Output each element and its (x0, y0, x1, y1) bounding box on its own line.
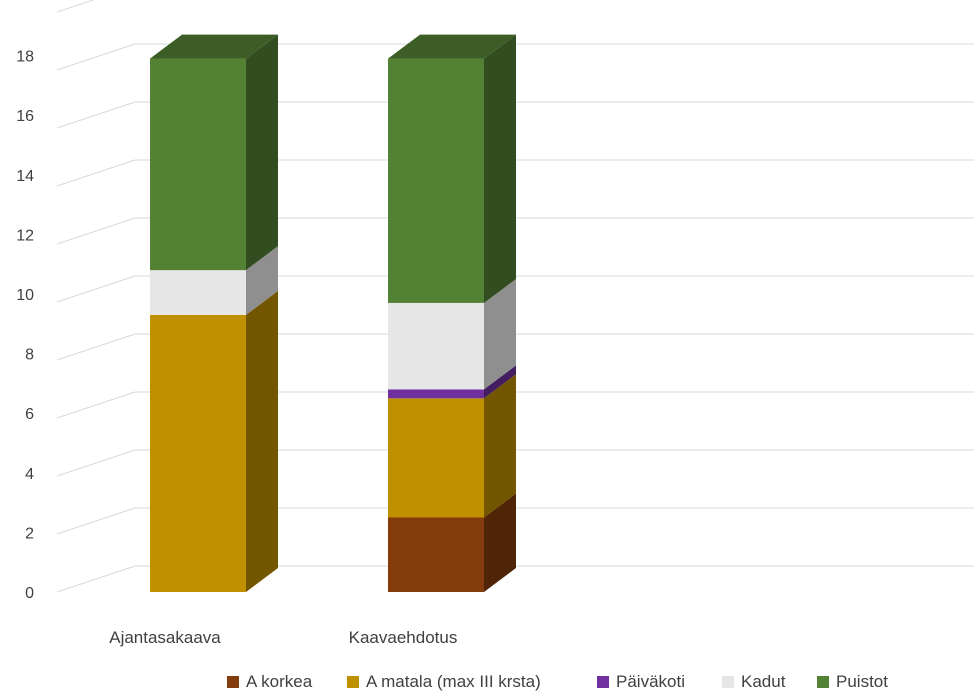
gridline-depth (56, 217, 136, 245)
y-tick-label: 6 (25, 406, 34, 423)
gridline-depth (56, 449, 136, 477)
chart-legend: A korkea A matala (max III krsta) Päiväk… (0, 672, 974, 696)
y-tick-label: 0 (25, 585, 34, 602)
gridline-depth (56, 275, 136, 303)
legend-item-a-korkea: A korkea (227, 672, 312, 692)
bar-segment (388, 58, 484, 303)
gridline-depth (56, 333, 136, 361)
bar-top-face (388, 34, 516, 59)
bar-top-face (150, 34, 278, 59)
bar-segment (388, 517, 484, 592)
bar-segment-side (484, 34, 516, 303)
legend-label-kadut: Kadut (741, 672, 786, 691)
gridline-depth (56, 391, 136, 419)
gridline-depth (56, 101, 136, 129)
bar-segment-side (246, 246, 278, 315)
bar-segment-side (484, 278, 516, 390)
legend-item-paivakoti: Päiväkoti (597, 672, 685, 692)
legend-label-a-matala: A matala (max III krsta) (366, 672, 541, 691)
y-tick-label: 10 (16, 287, 34, 304)
gridline-depth (56, 43, 136, 71)
legend-swatch-puistot (817, 676, 829, 688)
legend-item-puistot: Puistot (817, 672, 888, 692)
bar-segment (388, 389, 484, 399)
gridline-depth (56, 565, 136, 593)
legend-swatch-a-matala (347, 676, 359, 688)
legend-label-puistot: Puistot (836, 672, 888, 691)
y-tick-label: 12 (16, 227, 34, 244)
legend-swatch-a-korkea (227, 676, 239, 688)
legend-swatch-paivakoti (597, 676, 609, 688)
gridline-depth (56, 0, 95, 13)
legend-swatch-kadut (722, 676, 734, 688)
bar-segment (388, 398, 484, 518)
x-category-label: Ajantasakaava (109, 628, 221, 647)
bar-segment-side (484, 365, 516, 399)
bar-segment-side (246, 34, 278, 271)
y-tick-label: 14 (16, 168, 34, 185)
y-tick-label: 2 (25, 525, 34, 542)
bar-segment (150, 314, 246, 592)
bar-segment (150, 270, 246, 315)
legend-label-paivakoti: Päiväkoti (616, 672, 685, 691)
y-tick-label: 8 (25, 347, 34, 364)
bar-segment-side (484, 493, 516, 592)
y-tick-label: 16 (16, 108, 34, 125)
legend-label-a-korkea: A korkea (246, 672, 313, 691)
y-tick-label: 18 (16, 49, 34, 66)
legend-item-kadut: Kadut (722, 672, 785, 692)
gridline-depth (56, 159, 136, 187)
gridline-depth (56, 507, 136, 535)
y-tick-label: 4 (25, 466, 34, 483)
bar-segment-side (246, 290, 278, 592)
bar-segment (388, 302, 484, 390)
bar-segment (150, 58, 246, 271)
x-category-label: Kaavaehdotus (349, 628, 458, 647)
legend-item-a-matala: A matala (max III krsta) (347, 672, 541, 692)
bar-segment-side (484, 374, 516, 518)
